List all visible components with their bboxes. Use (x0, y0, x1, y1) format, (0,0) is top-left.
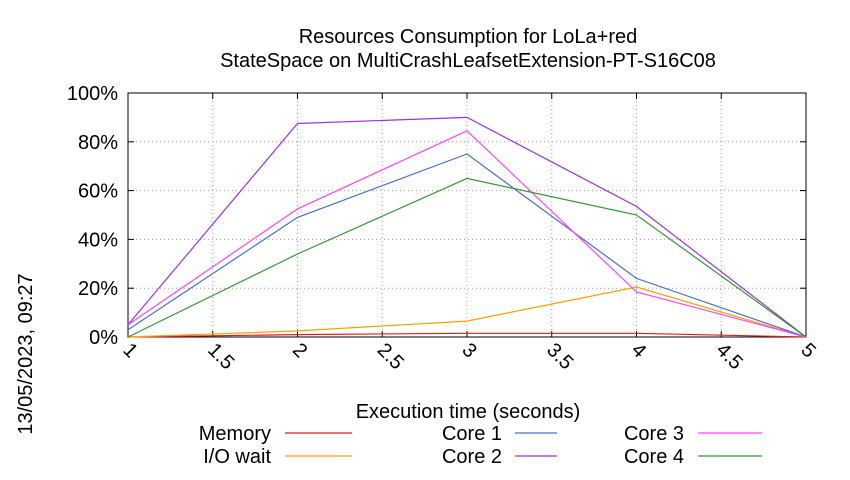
x-tick-label: 3 (457, 339, 480, 362)
series-line-memory (127, 332, 807, 338)
series-lines (127, 116, 807, 338)
timestamp-label: 13/05/2023, 09:27 (15, 273, 37, 434)
x-axis: 1 1.5 2 2.5 3 3.5 4 4.5 5 (118, 93, 820, 374)
x-tick-label: 3.5 (542, 339, 577, 374)
legend-label-i-o-wait: I/O wait (203, 446, 271, 468)
x-tick-label: 4 (627, 339, 650, 362)
series-line-core-3 (127, 130, 807, 338)
y-tick-label: 0% (89, 327, 118, 349)
chart-title: Resources Consumption for LoLa+red State… (220, 26, 716, 72)
legend-label-core-3: Core 3 (624, 423, 684, 445)
series-line-core-1 (127, 153, 807, 338)
y-tick-label: 100% (67, 83, 118, 105)
legend-label-core-2: Core 2 (442, 446, 502, 468)
series-line-i-o-wait (127, 286, 807, 338)
legend-label-core-1: Core 1 (442, 423, 502, 445)
legend-label-memory: Memory (199, 423, 271, 445)
chart-title-line-2: StateSpace on MultiCrashLeafsetExtension… (220, 50, 716, 72)
y-tick-label: 20% (78, 278, 118, 300)
x-tick-label: 4.5 (712, 339, 747, 374)
y-tick-label: 40% (78, 229, 118, 251)
x-tick-label: 1.5 (203, 339, 238, 374)
chart-title-line-1: Resources Consumption for LoLa+red (299, 26, 638, 48)
x-tick-label: 1 (118, 339, 141, 362)
x-tick-label: 2.5 (373, 339, 408, 374)
x-tick-label: 5 (796, 339, 819, 362)
x-axis-label: Execution time (seconds) (356, 401, 581, 423)
x-tick-label: 2 (288, 339, 311, 362)
series-line-core-2 (127, 116, 807, 338)
y-axis: 0% 20% 40% 60% 80% 100% (67, 83, 806, 349)
y-tick-label: 80% (78, 132, 118, 154)
y-tick-label: 60% (78, 181, 118, 203)
legend-label-core-4: Core 4 (624, 446, 684, 468)
grid (128, 93, 806, 337)
series-line-core-4 (127, 177, 807, 338)
